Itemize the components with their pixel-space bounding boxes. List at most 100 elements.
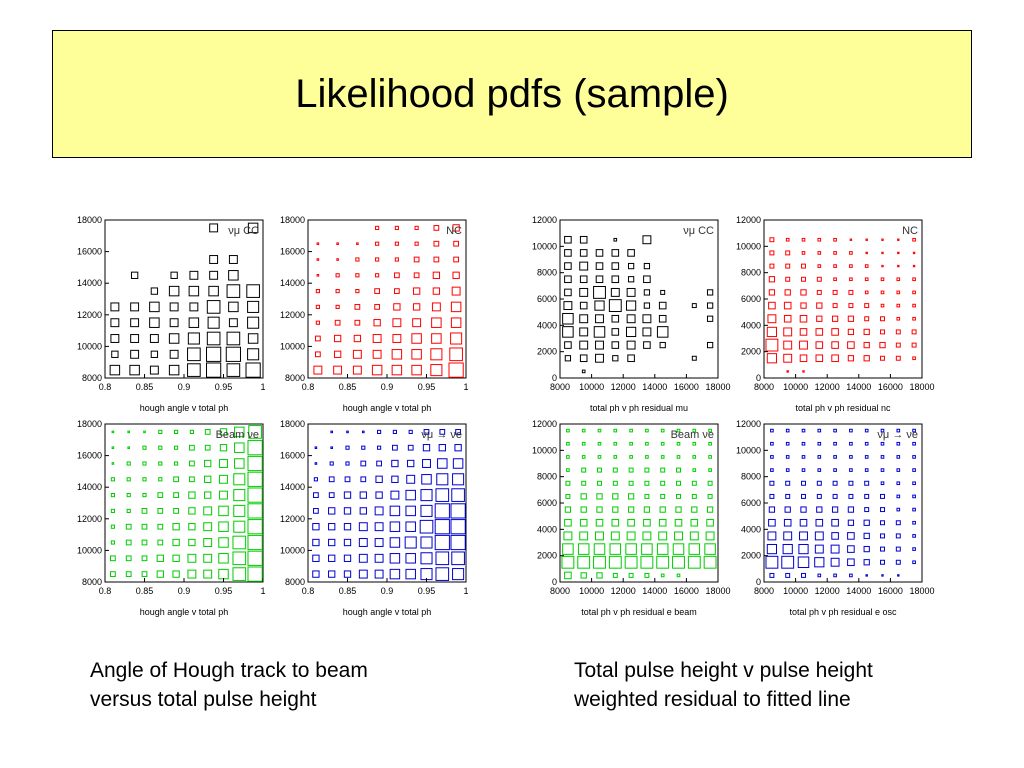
- bin-box: [769, 237, 775, 243]
- bin-box: [815, 518, 824, 527]
- bin-box: [430, 364, 443, 377]
- bin-box: [377, 445, 382, 450]
- bin-box: [801, 251, 806, 255]
- x-tick-label: 0.8: [302, 382, 315, 392]
- bin-box: [785, 276, 791, 282]
- bin-box: [880, 507, 885, 513]
- bin-box: [595, 531, 604, 541]
- bin-box: [626, 531, 636, 541]
- bin-box: [786, 370, 789, 373]
- bin-box: [708, 441, 712, 446]
- bin-box: [566, 441, 570, 446]
- bin-box: [783, 353, 793, 363]
- bin-box: [769, 572, 775, 578]
- bin-box: [328, 570, 336, 578]
- bin-box: [189, 476, 195, 483]
- bin-box: [452, 458, 464, 469]
- bin-box: [785, 250, 791, 256]
- bin-box: [174, 429, 179, 434]
- bin-box: [206, 300, 221, 314]
- bin-box: [912, 520, 916, 525]
- bin-box: [142, 493, 147, 498]
- x-tick-label: 8000: [550, 382, 570, 392]
- bin-box: [343, 570, 352, 578]
- y-tick-label: 12000: [532, 419, 557, 429]
- x-tick-label: 10000: [579, 382, 604, 392]
- bin-box: [361, 445, 366, 450]
- bin-box: [799, 328, 808, 336]
- bin-box: [362, 430, 365, 434]
- plot-residual-numu-to-nue: 8000 10000 12000 14000 16000 18000 0 2000 4000 60…: [714, 416, 935, 617]
- bin-box: [676, 467, 681, 473]
- plot-svg: 0.8 0.85 0.9 0.95 18000100001200014000160001…: [77, 215, 266, 413]
- bin-box: [864, 428, 869, 433]
- x-tick-label: 18000: [705, 586, 730, 596]
- x-tick-label: 16000: [878, 382, 903, 392]
- bin-box: [784, 289, 791, 296]
- bin-box: [880, 316, 885, 322]
- bin-box: [329, 461, 334, 466]
- bin-box: [864, 316, 870, 322]
- bin-box: [609, 543, 622, 555]
- bin-box: [126, 508, 131, 513]
- bin-box: [169, 349, 179, 359]
- bin-box: [130, 318, 140, 328]
- bin-box: [847, 519, 855, 526]
- bin-box: [801, 480, 806, 486]
- bin-box: [801, 455, 806, 459]
- bin-box: [912, 507, 916, 512]
- bin-box: [157, 508, 164, 514]
- bin-box: [580, 493, 587, 500]
- bin-box: [158, 461, 163, 466]
- bin-box: [626, 340, 636, 350]
- bin-box: [896, 277, 901, 282]
- plot-frame: [104, 423, 264, 583]
- bin-box: [847, 328, 855, 336]
- bin-box: [800, 506, 807, 513]
- bin-box: [770, 468, 774, 472]
- bin-box: [880, 481, 885, 486]
- bin-box: [188, 523, 196, 531]
- bin-box: [358, 522, 368, 532]
- title-box: Likelihood pdfs (sample): [52, 30, 972, 158]
- x-tick-label: 0.95: [418, 382, 436, 392]
- bin-box: [608, 299, 622, 313]
- bin-box: [423, 429, 430, 435]
- plot-svg: 0.8 0.85 0.9 0.95 18000100001200014000160001…: [280, 215, 469, 413]
- bin-box: [597, 428, 602, 433]
- bin-box: [768, 301, 776, 310]
- y-tick-label: 10000: [77, 341, 102, 351]
- bin-box: [142, 477, 147, 482]
- bin-box: [189, 270, 199, 280]
- bin-box: [316, 242, 320, 245]
- bin-box: [247, 316, 260, 329]
- x-tick-label: 8000: [754, 586, 774, 596]
- bin-box: [390, 490, 400, 500]
- bin-box: [644, 493, 650, 499]
- bin-box: [450, 519, 466, 535]
- x-tick-label: 12000: [611, 382, 636, 392]
- bin-box: [705, 531, 715, 541]
- bin-box: [656, 555, 670, 569]
- bin-box: [833, 468, 837, 472]
- bin-box: [880, 355, 885, 361]
- bin-box: [189, 429, 194, 434]
- bin-box: [597, 480, 602, 486]
- bin-box: [391, 459, 399, 468]
- bin-box: [897, 264, 900, 268]
- bin-box: [450, 503, 466, 519]
- bin-box: [912, 237, 916, 242]
- bin-box: [313, 477, 318, 482]
- x-tick-label: 8000: [550, 586, 570, 596]
- bin-box: [801, 276, 806, 282]
- bin-box: [316, 258, 320, 261]
- bin-box: [451, 286, 461, 296]
- bin-box: [127, 446, 130, 449]
- bin-box: [157, 523, 164, 530]
- legend-label: NC: [902, 225, 918, 237]
- x-tick-label: 0.8: [302, 586, 315, 596]
- bin-box: [597, 455, 602, 459]
- bin-box: [703, 555, 717, 569]
- bin-box: [389, 537, 401, 548]
- bin-box: [785, 572, 791, 578]
